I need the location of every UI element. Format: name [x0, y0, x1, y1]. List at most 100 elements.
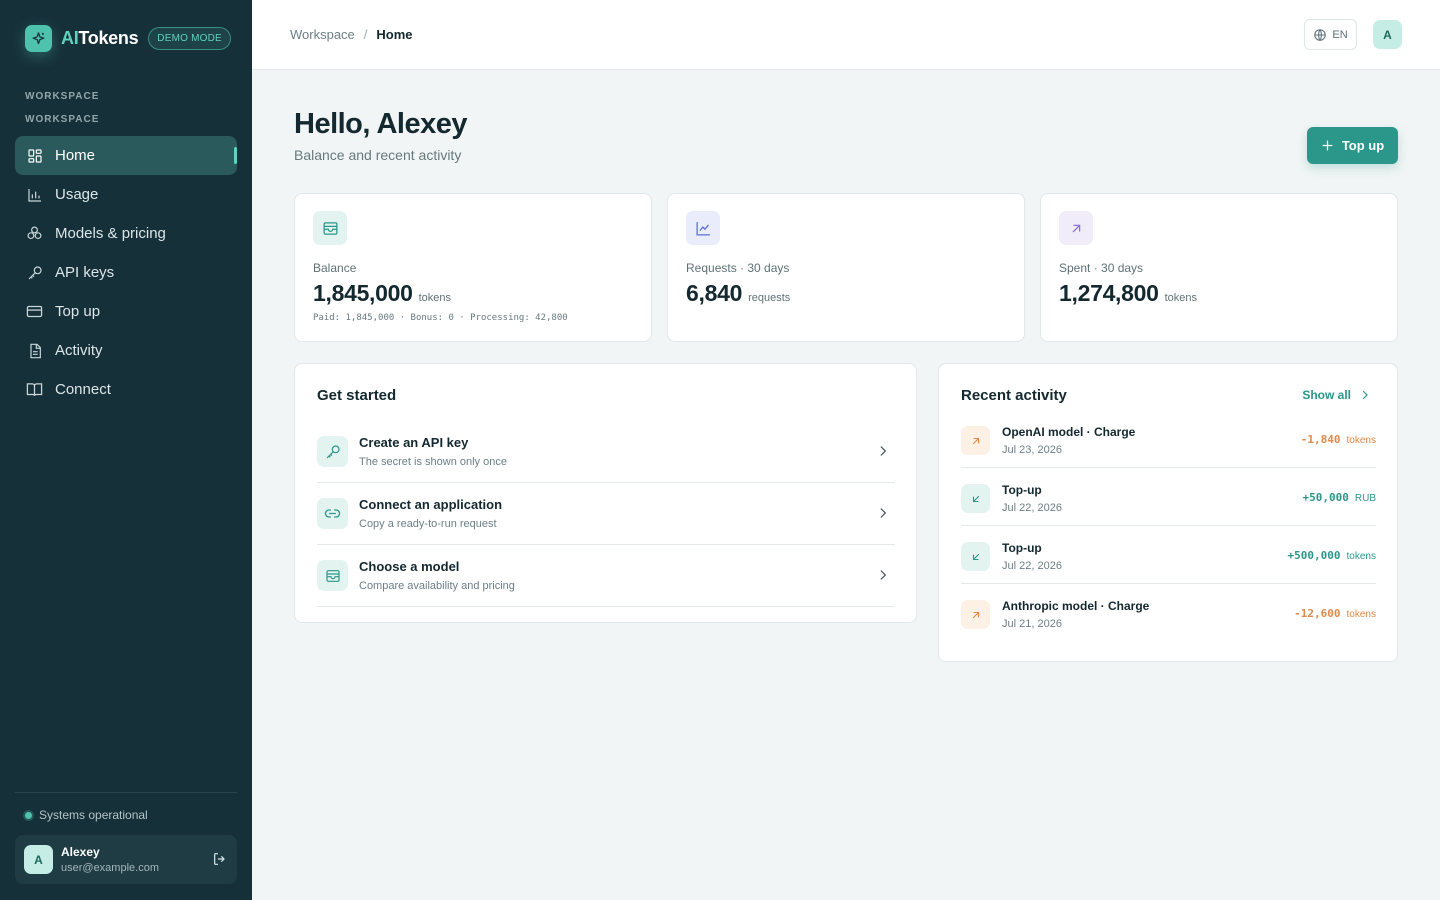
user-card[interactable]: A Alexey user@example.com: [15, 835, 237, 884]
activity-row[interactable]: Top-up Jul 22, 2026 +50,000 RUB: [961, 468, 1376, 526]
sidebar-item-home[interactable]: Home: [15, 136, 237, 175]
dashboard-grid-icon: [26, 147, 43, 164]
topbar: Workspace / Home EN A: [252, 0, 1440, 70]
wallet-icon: [313, 211, 347, 245]
activity-amount-unit: RUB: [1354, 493, 1376, 504]
stat-label: Requests · 30 days: [686, 261, 790, 275]
breadcrumb-root[interactable]: Workspace: [290, 27, 355, 42]
arrow-up-right-icon: [961, 426, 990, 455]
stat-value: 1,274,800: [1059, 280, 1159, 306]
brand-name-prefix: AI: [61, 28, 79, 48]
get-started-text: Create an API key The secret is shown on…: [359, 435, 507, 468]
sparkle-logo-icon: [25, 25, 52, 52]
brand[interactable]: AITokens DEMO MODE: [25, 25, 231, 52]
arrow-up-right-icon: [1059, 211, 1093, 245]
activity-date: Jul 22, 2026: [1002, 502, 1062, 514]
get-started-item-subtitle: Copy a ready-to-run request: [359, 518, 497, 530]
credit-card-icon: [26, 303, 43, 320]
book-icon: [26, 381, 43, 398]
sidebar-item-api-keys[interactable]: API keys: [15, 253, 237, 292]
section-label-workspace: WORKSPACE: [25, 91, 100, 102]
activity-amount: -1,840 tokens: [1301, 433, 1376, 446]
system-status: Systems operational: [25, 808, 148, 822]
stat-value-row: 1,845,000 tokens: [313, 280, 451, 307]
activity-title: Top-up: [1002, 541, 1042, 555]
sidebar: AITokens DEMO MODE WORKSPACE WORKSPACE H…: [0, 0, 252, 900]
chevron-right-icon: [1362, 390, 1368, 400]
activity-row[interactable]: Top-up Jul 22, 2026 +500,000 tokens: [961, 526, 1376, 584]
activity-amount-value: -12,600: [1294, 607, 1341, 620]
get-started-text: Connect an application Copy a ready-to-r…: [359, 497, 502, 530]
user-email: user@example.com: [61, 862, 159, 874]
sidebar-divider: [15, 792, 237, 793]
activity-amount-unit: tokens: [1346, 609, 1376, 620]
top-up-button[interactable]: Top up: [1307, 127, 1398, 164]
sidebar-item-usage[interactable]: Usage: [15, 175, 237, 214]
demo-mode-badge: DEMO MODE: [148, 27, 231, 50]
brand-name-suffix: Tokens: [78, 28, 139, 48]
globe-icon: [1314, 28, 1327, 41]
breadcrumb: Workspace / Home: [290, 27, 413, 42]
stat-card-requests: Requests · 30 days 6,840 requests: [667, 193, 1025, 342]
balance-breakdown: Paid: 1,845,000 · Bonus: 0 · Processing:…: [313, 313, 568, 323]
logout-icon[interactable]: [212, 851, 228, 867]
get-started-item-subtitle: Compare availability and pricing: [359, 580, 515, 592]
show-all-link[interactable]: Show all: [1302, 388, 1371, 402]
activity-date: Jul 22, 2026: [1002, 560, 1062, 572]
chevron-right-icon: [876, 568, 890, 587]
chevron-right-icon: [876, 444, 890, 463]
arrow-down-left-icon: [961, 484, 990, 513]
show-all-label: Show all: [1302, 388, 1351, 402]
stat-card-balance: Balance 1,845,000 tokens Paid: 1,845,000…: [294, 193, 652, 342]
sidebar-item-models-pricing[interactable]: Models & pricing: [15, 214, 237, 253]
recent-activity-card: Recent activity Show all OpenAI model · …: [938, 363, 1398, 662]
avatar: A: [24, 845, 53, 874]
sidebar-item-top-up[interactable]: Top up: [15, 292, 237, 331]
sidebar-item-label: Activity: [55, 342, 103, 359]
arrow-up-right-icon: [961, 600, 990, 629]
activity-row[interactable]: Anthropic model · Charge Jul 21, 2026 -1…: [961, 584, 1376, 642]
activity-amount-value: -1,840: [1300, 433, 1341, 446]
get-started-item-api-key[interactable]: Create an API key The secret is shown on…: [317, 421, 895, 483]
sidebar-item-activity[interactable]: Activity: [15, 331, 237, 370]
stat-value-row: 6,840 requests: [686, 280, 790, 307]
stat-unit: tokens: [1164, 292, 1198, 304]
status-dot-icon: [25, 811, 32, 819]
get-started-text: Choose a model Compare availability and …: [359, 559, 515, 592]
header-avatar[interactable]: A: [1373, 20, 1402, 49]
get-started-card: Get started Create an API key The secret…: [294, 363, 917, 623]
stat-value: 1,845,000: [313, 280, 413, 306]
get-started-item-choose-model[interactable]: Choose a model Compare availability and …: [317, 545, 895, 607]
status-text: Systems operational: [39, 808, 148, 822]
key-icon: [26, 264, 43, 281]
stat-card-spent: Spent · 30 days 1,274,800 tokens: [1040, 193, 1398, 342]
line-chart-icon: [686, 211, 720, 245]
sidebar-item-label: Top up: [55, 303, 101, 320]
activity-date: Jul 23, 2026: [1002, 444, 1062, 456]
stat-label: Balance: [313, 261, 357, 275]
breadcrumb-current: Home: [376, 27, 413, 42]
models-cluster-icon: [26, 225, 43, 242]
get-started-item-title: Connect an application: [359, 497, 503, 512]
sidebar-item-label: API keys: [55, 264, 115, 281]
sidebar-nav: Home Usage Models & pricing API keys Top…: [15, 136, 237, 409]
link-icon: [317, 498, 348, 529]
get-started-item-connect-app[interactable]: Connect an application Copy a ready-to-r…: [317, 483, 895, 545]
activity-title: Anthropic model · Charge: [1002, 599, 1150, 613]
activity-title: Top-up: [1002, 483, 1042, 497]
language-switcher[interactable]: EN: [1304, 19, 1357, 50]
stat-label: Spent · 30 days: [1059, 261, 1144, 275]
user-meta: Alexey user@example.com: [61, 845, 159, 874]
activity-row[interactable]: OpenAI model · Charge Jul 23, 2026 -1,84…: [961, 410, 1376, 468]
page-subtitle: Balance and recent activity: [294, 147, 462, 163]
bar-chart-icon: [26, 186, 43, 203]
activity-amount: -12,600 tokens: [1294, 607, 1376, 620]
activity-amount: +500,000 tokens: [1288, 549, 1376, 562]
get-started-item-subtitle: The secret is shown only once: [359, 456, 507, 468]
sidebar-item-connect[interactable]: Connect: [15, 370, 237, 409]
wallet-icon: [317, 560, 348, 591]
stat-unit: tokens: [418, 292, 452, 304]
brand-name: AITokens: [61, 28, 139, 49]
key-icon: [317, 436, 348, 467]
sidebar-item-label: Connect: [55, 381, 111, 398]
